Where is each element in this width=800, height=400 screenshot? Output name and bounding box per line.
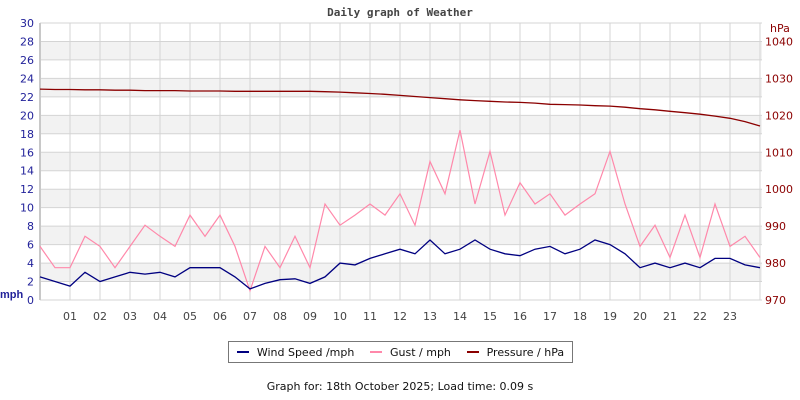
x-tick-label: 02: [93, 310, 107, 323]
x-tick-label: 21: [663, 310, 677, 323]
left-tick-label: 0: [27, 294, 34, 307]
left-tick-label: 26: [20, 54, 34, 67]
x-tick-label: 01: [63, 310, 77, 323]
grid-band: [40, 152, 762, 171]
left-tick-label: 30: [20, 17, 34, 30]
right-tick-label: 990: [765, 220, 786, 233]
legend-label: Pressure / hPa: [486, 345, 565, 359]
grid-band: [40, 226, 762, 245]
x-tick-label: 12: [393, 310, 407, 323]
legend-label: Wind Speed /mph: [256, 345, 355, 359]
right-tick-label: 1040: [765, 35, 793, 48]
legend-label: Gust / mph: [390, 345, 451, 359]
x-tick-label: 05: [183, 310, 197, 323]
right-tick-label: 1000: [765, 183, 793, 196]
legend-item-pressure: Pressure / hPa: [466, 345, 565, 359]
left-tick-label: 18: [20, 128, 34, 141]
left-tick-label: 8: [27, 220, 34, 233]
legend-item-wind: Wind Speed /mph: [236, 345, 355, 359]
pressure-swatch: [466, 351, 479, 353]
grid-band: [40, 115, 762, 134]
left-tick-label: 28: [20, 35, 34, 48]
grid-band: [40, 78, 762, 97]
x-tick-label: 15: [483, 310, 497, 323]
right-tick-label: 1030: [765, 72, 793, 85]
right-tick-label: 970: [765, 294, 786, 307]
gust-swatch: [370, 351, 382, 353]
series-line-wind: [39, 239, 761, 290]
x-tick-label: 16: [513, 310, 527, 323]
x-tick-label: 20: [633, 310, 647, 323]
x-tick-label: 04: [153, 310, 167, 323]
left-tick-label: 12: [20, 183, 34, 196]
x-tick-label: 14: [453, 310, 467, 323]
x-tick-label: 11: [363, 310, 377, 323]
left-tick-label: 6: [27, 239, 34, 252]
weather-chart: Daily graph of Weather 02468101214161820…: [0, 6, 793, 323]
series-line-pressure: [39, 88, 761, 127]
right-tick-label: 1010: [765, 146, 793, 159]
series-line-gust: [39, 129, 761, 293]
left-tick-label: 16: [20, 146, 34, 159]
left-tick-label: 2: [27, 276, 34, 289]
x-tick-label: 09: [303, 310, 317, 323]
legend-item-gust: Gust / mph: [370, 346, 451, 359]
x-tick-label: 23: [723, 310, 737, 323]
x-tick-label: 10: [333, 310, 347, 323]
left-tick-label: 20: [20, 109, 34, 122]
x-tick-label: 07: [243, 310, 257, 323]
grid-band: [40, 263, 762, 282]
footer-text: Graph for: 18th October 2025; Load time:…: [266, 380, 534, 393]
left-tick-label: 24: [20, 72, 34, 85]
x-tick-label: 08: [273, 310, 287, 323]
x-tick-label: 18: [573, 310, 587, 323]
left-tick-label: 22: [20, 91, 34, 104]
left-tick-label: 4: [27, 257, 34, 270]
left-tick-label: 14: [20, 165, 34, 178]
right-tick-label: 980: [765, 257, 786, 270]
grid-band: [40, 41, 762, 60]
x-tick-label: 19: [603, 310, 617, 323]
x-tick-label: 13: [423, 310, 437, 323]
right-axis-label: hPa: [770, 22, 790, 35]
x-tick-label: 06: [213, 310, 227, 323]
x-tick-label: 22: [693, 310, 707, 323]
chart-title: Daily graph of Weather: [327, 6, 473, 19]
wind-swatch: [236, 351, 249, 353]
left-axis-label: mph: [0, 289, 24, 301]
right-tick-label: 1020: [765, 109, 793, 122]
x-tick-label: 17: [543, 310, 557, 323]
x-tick-label: 03: [123, 310, 137, 323]
left-tick-label: 10: [20, 202, 34, 215]
grid-band: [40, 189, 762, 208]
legend: Wind Speed /mph Gust / mph Pressure / hP…: [228, 341, 573, 363]
